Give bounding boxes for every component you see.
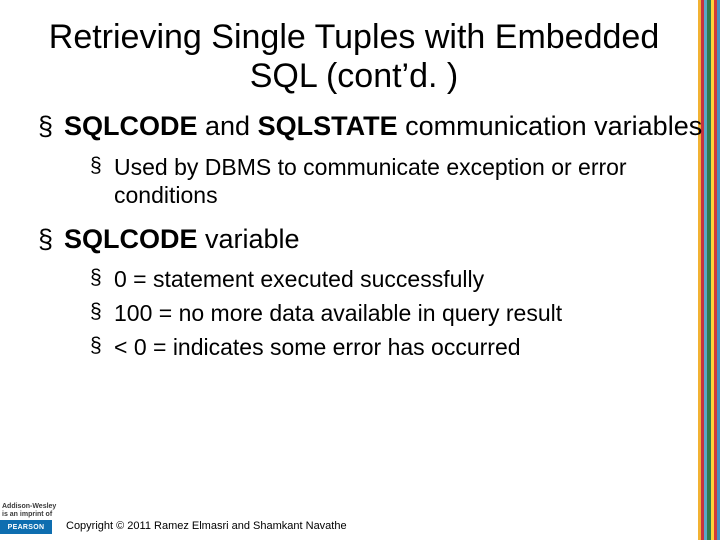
bullet-list-lvl1: SQLCODE and SQLSTATE communication varia… [30, 110, 708, 361]
bullet-text: < 0 = indicates some error has occurred [114, 334, 521, 360]
copyright-text: Copyright © 2011 Ramez Elmasri and Shamk… [66, 520, 347, 532]
bullet-list-lvl2: Used by DBMS to communicate exception or… [64, 153, 708, 209]
bullet-lvl2: < 0 = indicates some error has occurred [88, 333, 708, 361]
slide: Retrieving Single Tuples with Embedded S… [0, 0, 720, 540]
bullet-text: 100 = no more data available in query re… [114, 300, 562, 326]
slide-title: Retrieving Single Tuples with Embedded S… [30, 18, 708, 110]
bullet-text: SQLCODE and SQLSTATE communication varia… [64, 111, 702, 141]
publisher-block: Addison-Wesley is an imprint of PEARSON [0, 503, 60, 534]
bullet-lvl2: 0 = statement executed successfully [88, 265, 708, 293]
bullet-lvl1: SQLCODE and SQLSTATE communication varia… [36, 110, 708, 208]
bullet-lvl1: SQLCODE variable 0 = statement executed … [36, 223, 708, 362]
pearson-logo: PEARSON [0, 520, 52, 534]
publisher-line1: Addison-Wesley [0, 503, 60, 510]
bullet-lvl2: 100 = no more data available in query re… [88, 299, 708, 327]
publisher-line2: is an imprint of [0, 511, 60, 518]
bullet-text: Used by DBMS to communicate exception or… [114, 154, 627, 208]
bullet-list-lvl2: 0 = statement executed successfully 100 … [64, 265, 708, 361]
bullet-text: 0 = statement executed successfully [114, 266, 484, 292]
bullet-lvl2: Used by DBMS to communicate exception or… [88, 153, 708, 209]
bullet-text: SQLCODE variable [64, 224, 300, 254]
footer: Addison-Wesley is an imprint of PEARSON … [0, 500, 720, 540]
